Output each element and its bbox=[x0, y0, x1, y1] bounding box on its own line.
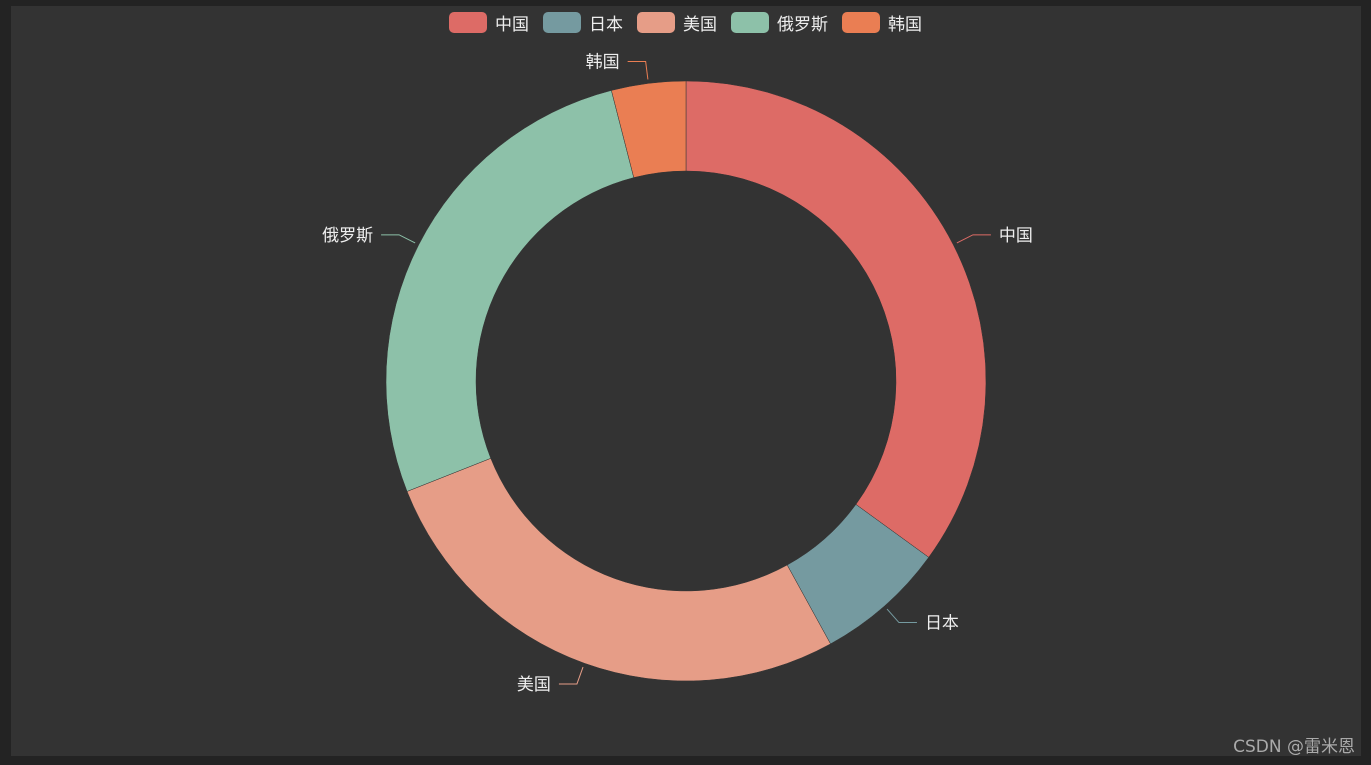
legend-swatch bbox=[637, 12, 675, 33]
legend-label: 韩国 bbox=[888, 15, 922, 35]
slice-4[interactable] bbox=[611, 80, 687, 178]
slice-label-2: 美国 bbox=[517, 675, 551, 695]
legend-item-3[interactable]: 俄罗斯 bbox=[731, 10, 828, 35]
label-line-3 bbox=[381, 234, 416, 244]
watermark: CSDN @雷米恩 bbox=[1233, 737, 1355, 757]
legend: 中国 日本 美国 俄罗斯 韩国 bbox=[0, 10, 1371, 35]
legend-label: 美国 bbox=[683, 15, 717, 35]
legend-item-4[interactable]: 韩国 bbox=[842, 10, 922, 35]
legend-label: 俄罗斯 bbox=[777, 15, 828, 35]
legend-swatch bbox=[842, 12, 880, 33]
legend-label: 日本 bbox=[589, 15, 623, 35]
legend-item-1[interactable]: 日本 bbox=[543, 10, 623, 35]
legend-label: 中国 bbox=[495, 15, 529, 35]
label-line-2 bbox=[558, 666, 584, 685]
slice-label-1: 日本 bbox=[925, 614, 959, 634]
legend-swatch bbox=[449, 12, 487, 33]
legend-item-2[interactable]: 美国 bbox=[637, 10, 717, 35]
slice-2[interactable] bbox=[406, 457, 831, 682]
label-line-1 bbox=[886, 608, 917, 624]
label-line-0 bbox=[956, 234, 991, 244]
legend-swatch bbox=[543, 12, 581, 33]
slice-label-3: 俄罗斯 bbox=[322, 226, 373, 246]
slice-3[interactable] bbox=[385, 90, 635, 492]
slice-label-4: 韩国 bbox=[586, 53, 620, 73]
slice-label-0: 中国 bbox=[999, 226, 1033, 246]
legend-item-0[interactable]: 中国 bbox=[449, 10, 529, 35]
legend-swatch bbox=[731, 12, 769, 33]
label-line-4 bbox=[627, 61, 649, 80]
slice-0[interactable] bbox=[685, 80, 987, 558]
